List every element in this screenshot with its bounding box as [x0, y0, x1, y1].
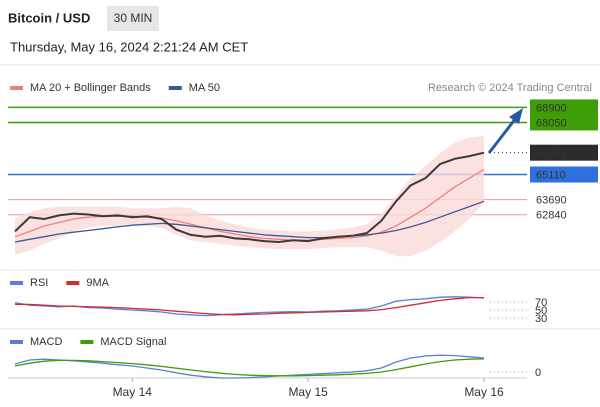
x-tick-label: May 16: [464, 385, 504, 399]
attribution: Research © 2024 Trading Central: [428, 82, 592, 94]
series-line: [14, 358, 485, 377]
legend-label: RSI: [30, 277, 48, 289]
level-label: 62840: [536, 210, 567, 222]
level-label: 66343: [536, 148, 567, 160]
legend-label: MA 50: [189, 82, 220, 94]
level-label: 68050: [536, 117, 567, 129]
arrow-head: [509, 108, 523, 124]
level-label-box: [530, 166, 598, 183]
timeframe: 30 MIN: [114, 11, 153, 25]
legend-label: MACD Signal: [100, 336, 166, 348]
y-tick-label: 0: [535, 367, 541, 379]
level-label-box: [530, 144, 598, 161]
level-label-box: [530, 114, 598, 131]
arrow-shaft: [487, 117, 518, 154]
legend-label: MACD: [30, 336, 62, 348]
legend-label: 9MA: [86, 277, 109, 289]
y-tick-label: 50: [535, 305, 547, 317]
trend-arrow: [487, 108, 523, 154]
series-line: [14, 354, 485, 379]
series-line: [14, 168, 485, 241]
chart-title: Bitcoin / USD: [8, 10, 90, 25]
level-label-box: [530, 99, 598, 116]
series-line: [14, 200, 485, 243]
legend-label: MA 20 + Bollinger Bands: [30, 82, 151, 94]
series-line: [14, 296, 485, 317]
y-tick-label: 70: [535, 297, 547, 309]
level-label: 65110: [536, 169, 566, 181]
level-label: 63690: [536, 195, 567, 207]
series-line: [15, 296, 484, 316]
datetime: Thursday, May 16, 2024 2:21:24 AM CET: [10, 39, 248, 54]
timeframe-badge: [107, 6, 159, 31]
price-line: [14, 151, 485, 244]
x-tick-label: May 14: [113, 385, 153, 399]
x-tick-label: May 15: [288, 385, 328, 399]
bollinger-band: [15, 135, 484, 257]
y-tick-label: 30: [535, 313, 547, 325]
level-label: 68900: [536, 102, 567, 114]
